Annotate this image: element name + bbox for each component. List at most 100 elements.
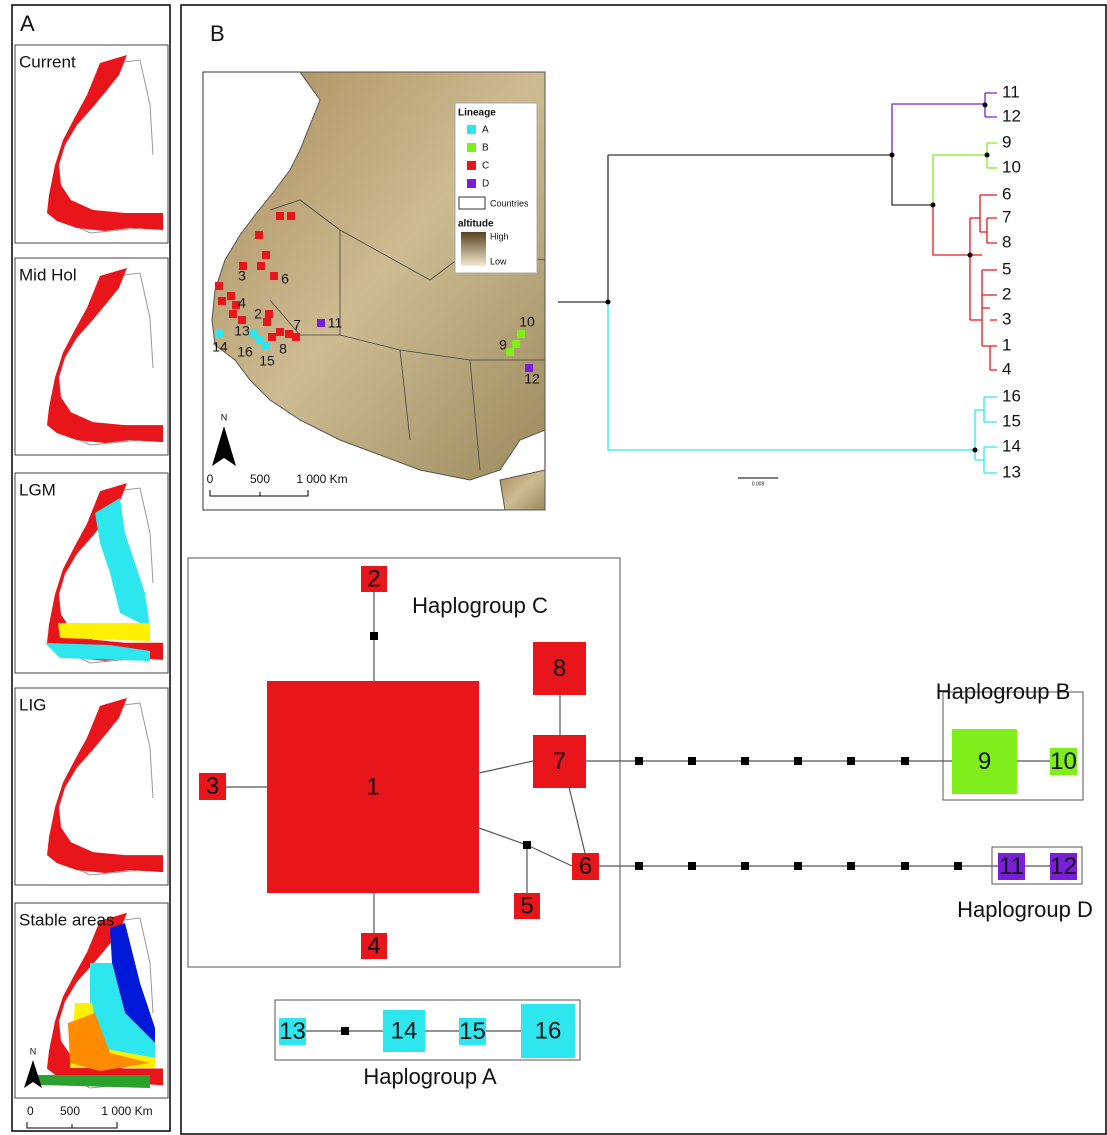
- occurrence: [317, 319, 325, 327]
- haplotype-label: 3: [206, 773, 219, 800]
- legend-label: altitude: [458, 219, 494, 230]
- tip-label: 8: [1002, 232, 1011, 251]
- site-label: 10: [519, 314, 535, 330]
- haplogroup-label: Haplogroup A: [363, 1064, 497, 1089]
- legend-label: A: [482, 125, 489, 136]
- scale-label: 0: [27, 1104, 34, 1118]
- tip-label: 2: [1002, 284, 1011, 303]
- legend-swatch: [467, 143, 476, 152]
- tree-branch: [933, 195, 997, 370]
- site-label: 6: [281, 271, 289, 287]
- occurrence: [287, 212, 295, 220]
- tip-label: 9: [1002, 132, 1011, 151]
- occurrence: [257, 262, 265, 270]
- occurrence: [262, 341, 270, 349]
- haplotype-label: 10: [1050, 748, 1077, 775]
- tip-label: 13: [1002, 462, 1021, 481]
- tree-node: [931, 203, 936, 208]
- median-vector: [847, 862, 855, 870]
- figure: A B CurrentMid HolLGMLIGStable areasN050…: [0, 0, 1107, 1135]
- occurrence: [512, 340, 520, 348]
- tree-branch: [933, 143, 997, 205]
- median-vector: [954, 862, 962, 870]
- tip-label: 6: [1002, 184, 1011, 203]
- map-label: Current: [19, 52, 76, 71]
- north-label: N: [221, 412, 228, 422]
- legend-swatch: [467, 161, 476, 170]
- site-label: 12: [524, 371, 540, 387]
- legend-label: Countries: [490, 198, 529, 208]
- tip-label: 5: [1002, 259, 1011, 278]
- range-band: [58, 623, 150, 641]
- scale-label: 1 000 Km: [296, 472, 347, 486]
- tree-node: [983, 103, 988, 108]
- site-label: 14: [212, 339, 228, 355]
- occurrence: [517, 330, 525, 338]
- north-label: N: [30, 1046, 37, 1056]
- site-label: 3: [238, 268, 246, 284]
- site-label: 9: [499, 337, 507, 353]
- tip-label: 14: [1002, 436, 1021, 455]
- legend-label: High: [490, 231, 509, 241]
- haplotype-label: 15: [459, 1018, 486, 1045]
- legend-swatch: [461, 232, 486, 266]
- occurrence: [506, 348, 514, 356]
- site-label: 11: [328, 315, 343, 331]
- panel-label: B: [210, 21, 225, 46]
- tree-scale-label: 0.009: [752, 481, 765, 487]
- site-label: 4: [238, 295, 246, 311]
- site-label: 16: [237, 344, 253, 360]
- haplotype-label: 1: [366, 773, 379, 800]
- tip-label: 10: [1002, 157, 1021, 176]
- map-label: LIG: [19, 695, 46, 714]
- haplotype-label: 11: [999, 853, 1024, 880]
- haplogroup-label: Haplogroup B: [936, 679, 1071, 704]
- haplotype-label: 16: [535, 1017, 562, 1044]
- haplotype-label: 14: [391, 1017, 418, 1044]
- legend-label: D: [482, 179, 489, 190]
- median-vector: [741, 862, 749, 870]
- occurrence: [255, 336, 263, 344]
- haplotype-label: 2: [367, 565, 380, 592]
- legend-swatch: [459, 197, 485, 209]
- site-label: 8: [279, 341, 287, 357]
- map-label: Mid Hol: [19, 265, 77, 284]
- tree-branch: [975, 397, 997, 473]
- tree-branch: [892, 93, 997, 155]
- median-vector: [523, 841, 531, 849]
- site-label: 13: [234, 323, 250, 339]
- scale-label: 500: [60, 1104, 80, 1118]
- occurrence: [265, 310, 273, 318]
- scale-label: 500: [250, 472, 270, 486]
- tip-label: 16: [1002, 386, 1021, 405]
- occurrence: [215, 282, 223, 290]
- occurrence: [215, 330, 223, 338]
- scale-label: 0: [207, 472, 214, 486]
- scale-label: 1 000 Km: [101, 1104, 152, 1118]
- tip-label: 12: [1002, 106, 1021, 125]
- occurrence: [285, 330, 293, 338]
- median-vector: [635, 862, 643, 870]
- tip-label: 4: [1002, 359, 1011, 378]
- median-vector: [341, 1027, 349, 1035]
- tip-label: 11: [1002, 82, 1020, 101]
- median-vector: [794, 862, 802, 870]
- tree-node: [890, 153, 895, 158]
- map-label: Stable areas: [19, 910, 114, 929]
- haplotype-label: 8: [553, 655, 566, 682]
- tree-branch: [892, 155, 933, 205]
- occurrence: [292, 333, 300, 341]
- occurrence: [218, 297, 226, 305]
- haplogroup-label: Haplogroup C: [412, 593, 548, 618]
- occurrence: [229, 310, 237, 318]
- occurrence: [227, 292, 235, 300]
- legend-swatch: [467, 179, 476, 188]
- haplotype-label: 13: [279, 1018, 306, 1045]
- occurrence: [276, 212, 284, 220]
- tip-label: 1: [1002, 335, 1011, 354]
- median-vector: [794, 757, 802, 765]
- haplogroup-label: Haplogroup D: [957, 897, 1093, 922]
- median-vector: [847, 757, 855, 765]
- site-label: 15: [259, 353, 275, 369]
- site-label: 2: [254, 306, 262, 322]
